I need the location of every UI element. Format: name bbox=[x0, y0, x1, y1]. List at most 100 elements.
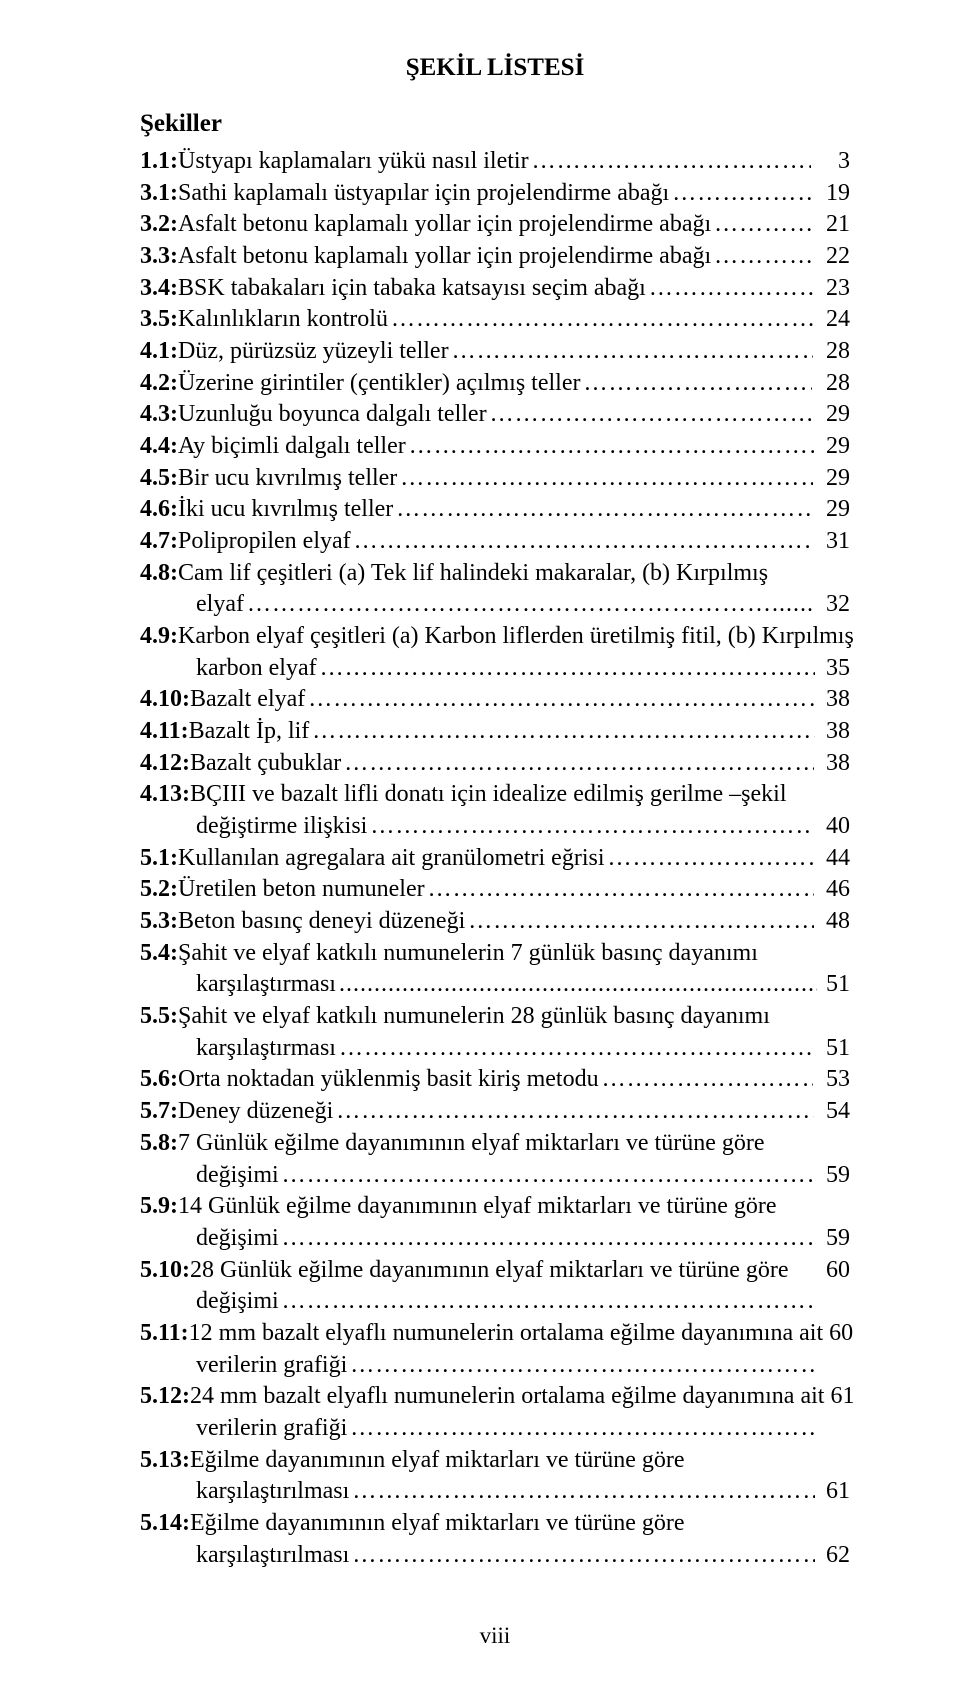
entry-page: 59 bbox=[818, 1160, 850, 1192]
toc-entry: 3.5: Kalınlıkların kontrolü…………………………………… bbox=[140, 304, 850, 336]
entry-text: 24 mm bazalt elyaflı numunelerin ortalam… bbox=[190, 1381, 824, 1413]
leader-dots: ……………………….. bbox=[608, 843, 813, 875]
entry-text: 12 mm bazalt elyaflı numunelerin ortalam… bbox=[189, 1318, 823, 1350]
entry-number: 4.6: bbox=[140, 494, 178, 526]
toc-entry: 5.11: 12 mm bazalt elyaflı numunelerin o… bbox=[140, 1318, 850, 1350]
toc-entry: 4.12: Bazalt çubuklar…………………………………………………… bbox=[140, 748, 850, 780]
entry-text: Kullanılan agregalara ait granülometri e… bbox=[178, 843, 605, 875]
leader-dots: ………………………………………………………….. bbox=[344, 748, 813, 780]
entry-page: 53 bbox=[816, 1064, 850, 1096]
entry-page: 38 bbox=[818, 716, 850, 748]
entry-page: 61 bbox=[818, 1476, 850, 1508]
toc-entry: 3.4: BSK tabakaları için tabaka katsayıs… bbox=[140, 273, 850, 305]
toc-entry-continuation: verilerin grafiği…………………………………………………………… bbox=[140, 1413, 850, 1445]
toc-entry-continuation: karşılaştırılması……………………………………………………………… bbox=[140, 1540, 850, 1572]
entry-page: 31 bbox=[815, 526, 850, 558]
entries-container: 1.1: Üstyapı kaplamaları yükü nasıl ilet… bbox=[140, 146, 850, 1571]
entry-page: 38 bbox=[817, 748, 850, 780]
leader-dots: …………………………. bbox=[583, 368, 811, 400]
entry-text: Üzerine girintiler (çentikler) açılmış t… bbox=[178, 368, 580, 400]
entry-text: 7 Günlük eğilme dayanımının elyaf miktar… bbox=[178, 1128, 765, 1160]
leader-dots: ………………… bbox=[672, 178, 814, 210]
entry-number: 4.2: bbox=[140, 368, 178, 400]
entry-text: karşılaştırılması bbox=[196, 1540, 349, 1572]
entry-page: 62 bbox=[818, 1540, 850, 1572]
leader-dots: ……………………………………………………… bbox=[354, 526, 812, 558]
toc-entry: 5.13: Eğilme dayanımının elyaf miktarlar… bbox=[140, 1445, 850, 1477]
entry-number: 5.11: bbox=[140, 1318, 189, 1350]
entry-number: 4.12: bbox=[140, 748, 190, 780]
leader-dots: ………………………………………………… bbox=[396, 494, 812, 526]
entry-text: değiştirme ilişkisi bbox=[196, 811, 367, 843]
leader-dots: ……………………... bbox=[649, 273, 817, 305]
entry-number: 5.7: bbox=[140, 1096, 178, 1128]
toc-entry: 4.3: Uzunluğu boyunca dalgalı teller…………… bbox=[140, 399, 850, 431]
toc-entry: 5.4: Şahit ve elyaf katkılı numunelerin … bbox=[140, 938, 850, 970]
leader-dots: …………………………………………… bbox=[468, 906, 814, 938]
toc-entry: 5.9: 14 Günlük eğilme dayanımının elyaf … bbox=[140, 1191, 850, 1223]
entry-page: 29 bbox=[819, 399, 850, 431]
toc-entry: 5.12: 24 mm bazalt elyaflı numunelerin o… bbox=[140, 1381, 850, 1413]
entry-text: Bazalt İp, lif bbox=[189, 716, 310, 748]
entry-text: değişimi bbox=[196, 1286, 279, 1318]
entry-text: karşılaştırılması bbox=[196, 1476, 349, 1508]
entry-text: değişimi bbox=[196, 1160, 279, 1192]
entry-page: 29 bbox=[817, 431, 850, 463]
entry-text: Şahit ve elyaf katkılı numunelerin 7 gün… bbox=[178, 938, 758, 970]
leader-dots: ……………………………………………. bbox=[452, 336, 814, 368]
leader-dots: ………………………………………………………..….. bbox=[336, 1096, 814, 1128]
entry-page: 22 bbox=[818, 241, 850, 273]
toc-entry: 3.2: Asfalt betonu kaplamalı yollar için… bbox=[140, 209, 850, 241]
entry-page: 46 bbox=[817, 874, 850, 906]
entry-text: verilerin grafiği bbox=[196, 1413, 347, 1445]
entry-number: 1.1: bbox=[140, 146, 178, 178]
entry-number: 5.9: bbox=[140, 1191, 178, 1223]
entry-text: değişimi bbox=[196, 1223, 279, 1255]
entry-text: Asfalt betonu kaplamalı yollar için proj… bbox=[178, 209, 711, 241]
toc-entry-continuation: değişimi………………………………………………………………………59 bbox=[140, 1160, 850, 1192]
entry-text: Polipropilen elyaf bbox=[178, 526, 351, 558]
toc-entry: 5.6: Orta noktadan yüklenmiş basit kiriş… bbox=[140, 1064, 850, 1096]
entry-text: verilerin grafiği bbox=[196, 1350, 347, 1382]
leader-dots: ………………………………………………………………... bbox=[312, 716, 814, 748]
entry-number: 3.2: bbox=[140, 209, 178, 241]
toc-entry: 5.3: Beton basınç deneyi düzeneği…………………… bbox=[140, 906, 850, 938]
entry-number: 4.4: bbox=[140, 431, 178, 463]
entry-text: Düz, pürüzsüz yüzeyli teller bbox=[178, 336, 449, 368]
toc-entry: 5.7: Deney düzeneği………………………………………………………… bbox=[140, 1096, 850, 1128]
toc-entry: 5.5: Şahit ve elyaf katkılı numunelerin … bbox=[140, 1001, 850, 1033]
entry-page: 51 bbox=[817, 1033, 850, 1065]
leader-dots: ……………………………………………………………. bbox=[339, 1033, 814, 1065]
entry-number: 4.3: bbox=[140, 399, 178, 431]
entry-text: Deney düzeneği bbox=[178, 1096, 333, 1128]
entry-text: Eğilme dayanımının elyaf miktarları ve t… bbox=[190, 1508, 685, 1540]
list-title: ŞEKİL LİSTESİ bbox=[140, 54, 850, 82]
entry-text: Ay biçimli dalgalı teller bbox=[178, 431, 406, 463]
entry-number: 5.2: bbox=[140, 874, 178, 906]
entry-page: 48 bbox=[817, 906, 850, 938]
entry-page: 24 bbox=[816, 304, 850, 336]
leader-dots: ………………………………………………………………. bbox=[308, 684, 813, 716]
entry-text: karbon elyaf bbox=[196, 653, 317, 685]
entry-text: Beton basınç deneyi düzeneği bbox=[178, 906, 465, 938]
toc-entry: 4.4: Ay biçimli dalgalı teller…………………………… bbox=[140, 431, 850, 463]
toc-entry: 5.8: 7 Günlük eğilme dayanımının elyaf m… bbox=[140, 1128, 850, 1160]
entry-text: Üstyapı kaplamaları yükü nasıl iletir bbox=[178, 146, 529, 178]
entry-text: 28 Günlük eğilme dayanımının elyaf mikta… bbox=[190, 1255, 789, 1287]
page-number-footer: viii bbox=[140, 1623, 850, 1649]
entry-text: İki ucu kıvrılmış teller bbox=[178, 494, 393, 526]
toc-entry-continuation: değişimi……………………………………………………………………...59 bbox=[140, 1223, 850, 1255]
leader-dots: ………………………... bbox=[602, 1064, 813, 1096]
entry-number: 4.13: bbox=[140, 779, 190, 811]
section-head: Şekiller bbox=[140, 110, 850, 138]
entry-number: 5.3: bbox=[140, 906, 178, 938]
entry-page: 59 bbox=[818, 1223, 850, 1255]
entry-number: 5.4: bbox=[140, 938, 178, 970]
entry-text: Sathi kaplamalı üstyapılar için projelen… bbox=[178, 178, 669, 210]
entry-number: 4.9: bbox=[140, 621, 178, 653]
entry-text: karşılaştırması bbox=[196, 1033, 336, 1065]
toc-entry-continuation: değiştirme ilişkisi………………………………………………………… bbox=[140, 811, 850, 843]
entry-page: 54 bbox=[817, 1096, 850, 1128]
entry-number: 5.8: bbox=[140, 1128, 178, 1160]
toc-entry: 4.5: Bir ucu kıvrılmış teller……………………………… bbox=[140, 463, 850, 495]
